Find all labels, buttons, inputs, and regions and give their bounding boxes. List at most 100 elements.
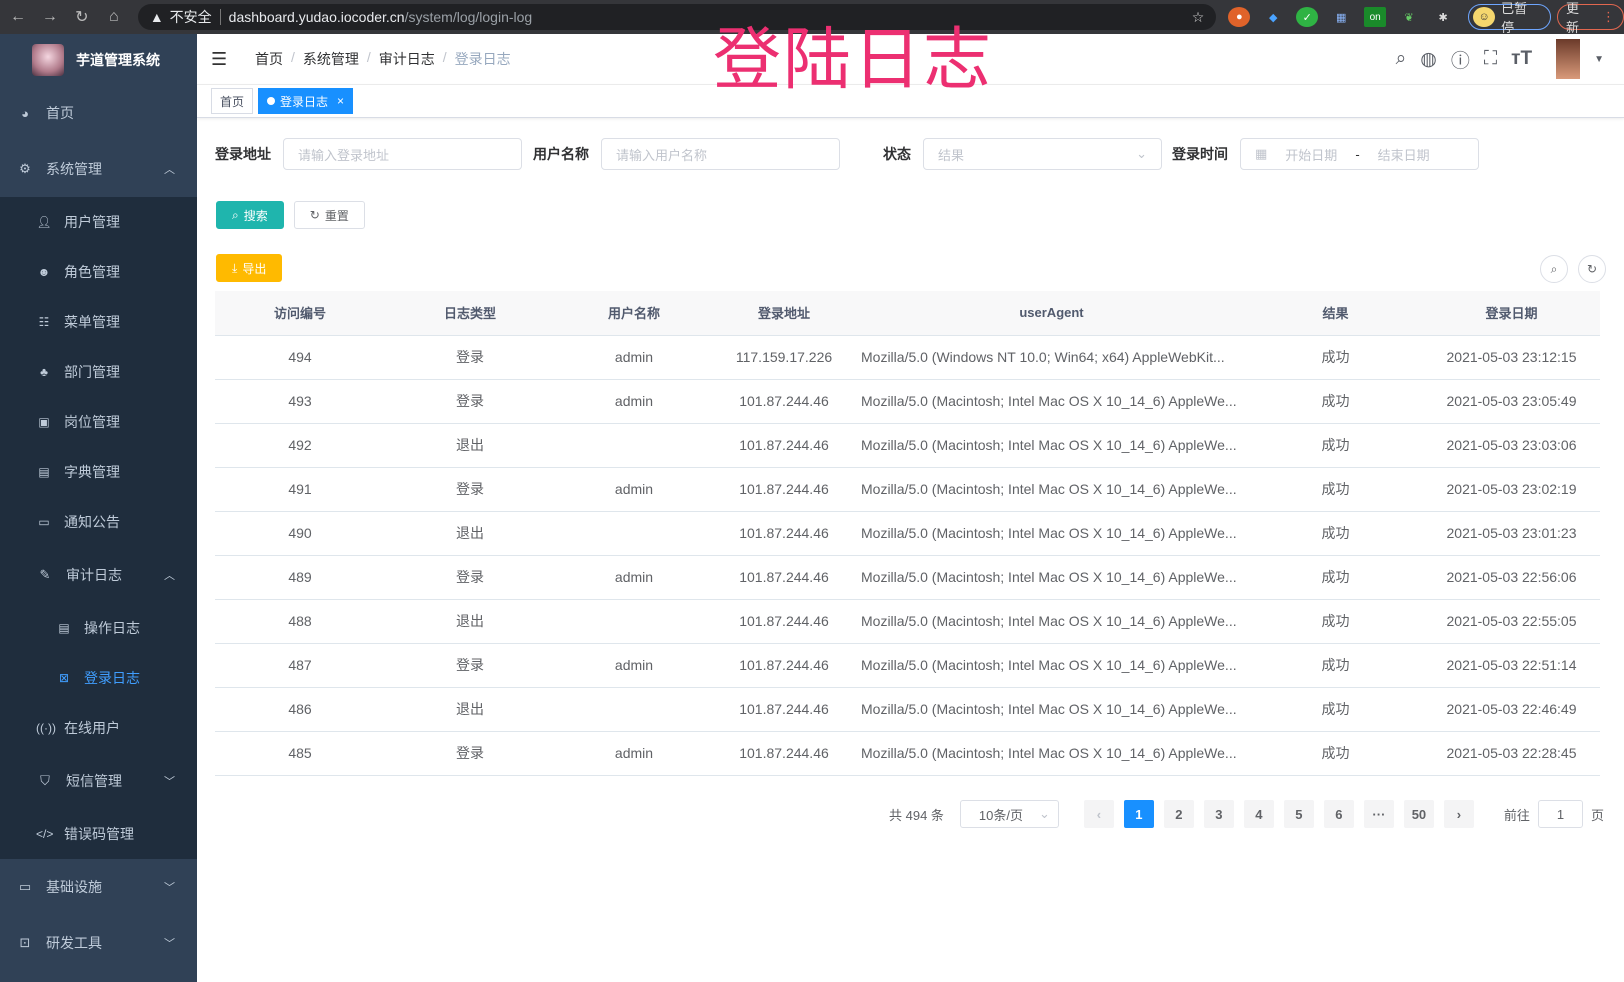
search-icon[interactable]: ⌕ <box>1395 48 1407 69</box>
table-cell: 101.87.244.46 <box>713 599 855 644</box>
reload-icon[interactable]: ↻ <box>75 9 89 26</box>
sidebar-item-user[interactable]: 👤︎ 用户管理 <box>0 197 197 247</box>
table-cell: 494 <box>215 335 385 380</box>
sidebar-item-dev-tools[interactable]: ⊡ 研发工具 ﹀ <box>0 915 197 971</box>
table-cell: 492 <box>215 423 385 468</box>
sidebar-item-dept[interactable]: ♣ 部门管理 <box>0 347 197 397</box>
menu-label: 岗位管理 <box>64 414 120 430</box>
search-button[interactable]: ⌕ 搜索 <box>216 201 284 229</box>
chevron-down-icon: ﹀ <box>164 882 175 894</box>
address-bar[interactable]: ▲ 不安全 dashboard.yudao.iocoder.cn/system/… <box>137 4 1217 30</box>
sidebar-item-operate-log[interactable]: ▤ 操作日志 <box>0 603 197 653</box>
table-cell: 101.87.244.46 <box>713 379 855 424</box>
question-icon[interactable]: ⓘ <box>1450 50 1470 72</box>
extension-on-icon[interactable]: on <box>1364 7 1387 27</box>
goto-page-input[interactable]: 1 <box>1537 800 1583 828</box>
table-cell: Mozilla/5.0 (Macintosh; Intel Mac OS X 1… <box>855 555 1248 600</box>
end-date[interactable]: 结束日期 <box>1377 147 1430 163</box>
breadcrumb-item[interactable]: 首页 <box>255 51 283 67</box>
table-row[interactable]: 491 登录 admin 101.87.244.46 Mozilla/5.0 (Maci… <box>215 467 1600 512</box>
extension-v-icon[interactable]: ✓ <box>1296 7 1319 27</box>
table-cell: 2021-05-03 23:05:49 <box>1423 379 1600 424</box>
page-size-select[interactable]: 10条/页 ⌄ <box>959 800 1059 828</box>
back-icon[interactable]: ← <box>9 8 26 25</box>
extensions-puzzle-icon[interactable]: ✱ <box>1438 11 1448 24</box>
table-row[interactable]: 489 登录 admin 101.87.244.46 Mozilla/5.0 (Maci… <box>215 555 1600 600</box>
menu-label: 通知公告 <box>64 514 120 530</box>
forward-icon[interactable]: → <box>41 8 58 25</box>
table-row[interactable]: 494 登录 admin 117.159.17.226 Mozilla/5.0 (Win… <box>215 335 1600 380</box>
menu-label: 角色管理 <box>64 264 120 280</box>
page-button[interactable]: 5 <box>1283 800 1314 828</box>
fullscreen-icon[interactable]: ⛶ <box>1483 48 1498 69</box>
page-button[interactable]: 4 <box>1243 800 1274 828</box>
export-button[interactable]: ⤓ 导出 <box>216 254 283 282</box>
start-date[interactable]: 开始日期 <box>1285 147 1338 163</box>
sidebar-item-post[interactable]: ▣ 岗位管理 <box>0 397 197 447</box>
caret-down-icon[interactable]: ▼ <box>1594 53 1604 65</box>
extension-icon[interactable]: ● <box>1228 7 1251 27</box>
sidebar-item-audit-log[interactable]: ✎ 审计日志 ︿ <box>0 547 197 603</box>
sidebar-item-home[interactable]: ◕ 首页 <box>0 85 197 141</box>
next-page-button[interactable]: › <box>1443 800 1474 828</box>
address-input[interactable]: 请输入登录地址 <box>283 138 522 170</box>
sidebar-item-role[interactable]: ☻ 角色管理 <box>0 247 197 297</box>
page-button[interactable]: 3 <box>1203 800 1234 828</box>
date-range-picker[interactable]: ▦ 开始日期 - 结束日期 <box>1240 138 1479 170</box>
sidebar-item-sms[interactable]: ⛉ 短信管理 ﹀ <box>0 753 197 809</box>
page-button[interactable]: 6 <box>1323 800 1354 828</box>
extension-gem-icon[interactable]: ◆ <box>1269 11 1278 24</box>
sidebar-item-online[interactable]: ((·)) 在线用户 <box>0 703 197 753</box>
dashboard-icon: ◕ <box>21 105 29 121</box>
refresh-button[interactable]: ↻ <box>1578 255 1606 283</box>
profile-button[interactable]: ☺ 已暂停 <box>1468 1 1552 35</box>
login-log-table: 访问编号 日志类型 用户名称 登录地址 userAgent 结果 登录日期 494 登录 adm… <box>215 291 1600 776</box>
sidebar-item-menu[interactable]: ☷ 菜单管理 <box>0 297 197 347</box>
tag-home[interactable]: 首页 <box>211 88 254 114</box>
page-button[interactable]: 50 <box>1403 800 1434 828</box>
sidebar-item-login-log[interactable]: ⊠ 登录日志 <box>0 653 197 703</box>
table-row[interactable]: 493 登录 admin 101.87.244.46 Mozilla/5.0 (Maci… <box>215 379 1600 424</box>
close-icon[interactable]: × <box>337 94 345 108</box>
table-row[interactable]: 488 退出 101.87.244.46 Mozilla/5.0 (Macintosh… <box>215 599 1600 644</box>
prev-page-button[interactable]: ‹ <box>1083 800 1114 828</box>
table-row[interactable]: 487 登录 admin 101.87.244.46 Mozilla/5.0 (Maci… <box>215 643 1600 688</box>
table-row[interactable]: 486 退出 101.87.244.46 Mozilla/5.0 (Macintosh… <box>215 687 1600 732</box>
page-button[interactable]: 2 <box>1163 800 1194 828</box>
hamburger-icon[interactable]: ☰ <box>211 48 228 69</box>
table-row[interactable]: 490 退出 101.87.244.46 Mozilla/5.0 (Macintosh… <box>215 511 1600 556</box>
bookmark-star-icon[interactable]: ☆ <box>1191 8 1205 25</box>
page-button[interactable]: 1 <box>1123 800 1154 828</box>
column-header: 用户名称 <box>555 291 713 336</box>
sidebar-logo[interactable]: 芋道管理系统 <box>0 34 197 85</box>
github-icon[interactable]: ◍ <box>1420 48 1437 70</box>
toggle-search-button[interactable]: ⌕ <box>1540 255 1568 283</box>
font-size-icon[interactable]: тT <box>1511 48 1533 69</box>
column-header: 日志类型 <box>385 291 555 336</box>
reset-button[interactable]: ↻ 重置 <box>293 201 365 229</box>
sidebar-item-infra[interactable]: ▭ 基础设施 ﹀ <box>0 859 197 915</box>
table-cell: 101.87.244.46 <box>713 643 855 688</box>
sidebar-item-notice[interactable]: ▭ 通知公告 <box>0 497 197 547</box>
home-icon[interactable]: ⌂ <box>109 8 119 25</box>
page-button[interactable]: ··· <box>1363 800 1394 828</box>
sidebar-item-dict[interactable]: ▤ 字典管理 <box>0 447 197 497</box>
table-cell: 成功 <box>1248 423 1423 468</box>
username-input[interactable]: 请输入用户名称 <box>601 138 840 170</box>
button-label: 导出 <box>242 261 267 276</box>
extension-grid-icon[interactable]: ▦ <box>1336 11 1347 24</box>
user-icon: 👤︎ <box>36 215 52 229</box>
status-select[interactable]: 结果 ⌄ <box>923 138 1162 170</box>
table-row[interactable]: 492 退出 101.87.244.46 Mozilla/5.0 (Macintosh… <box>215 423 1600 468</box>
breadcrumb-item: 审计日志 <box>378 51 435 67</box>
sidebar-item-error-code[interactable]: </> 错误码管理 <box>0 809 197 859</box>
avatar[interactable] <box>1556 39 1581 79</box>
sidebar-item-system[interactable]: ⚙ 系统管理 ︿ <box>0 141 197 197</box>
table-cell: 485 <box>215 731 385 776</box>
table-cell: 101.87.244.46 <box>713 731 855 776</box>
update-button[interactable]: 更新 ⋮ <box>1557 1 1624 35</box>
tag-login-log[interactable]: 登录日志 × <box>258 88 354 114</box>
table-row[interactable]: 485 登录 admin 101.87.244.46 Mozilla/5.0 (Maci… <box>215 731 1600 776</box>
table-cell: 486 <box>215 687 385 732</box>
extension-leaf-icon[interactable]: ❦ <box>1404 11 1414 24</box>
